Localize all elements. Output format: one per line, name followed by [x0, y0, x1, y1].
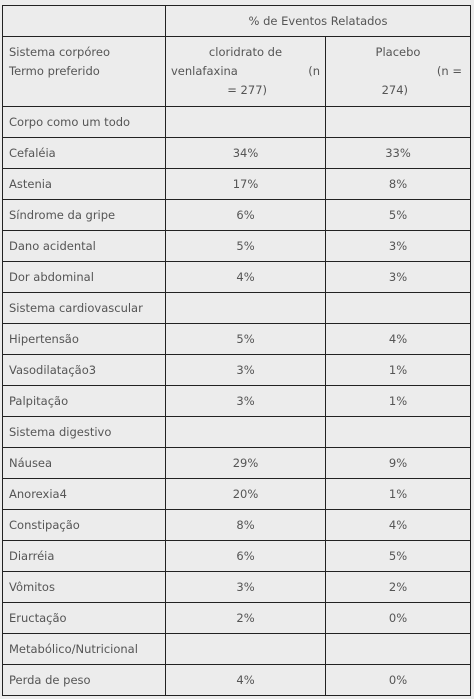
- adverse-events-table: % de Eventos Relatados Sistema corpóreo …: [2, 5, 471, 696]
- placebo-value: 0%: [325, 664, 471, 696]
- venlafaxine-header-line1: cloridrato de: [208, 45, 283, 59]
- row-label: Cefaléia: [2, 137, 166, 169]
- table-row: Dor abdominal 4% 3%: [2, 261, 471, 293]
- table-row: Vasodilatação3 3% 1%: [2, 354, 471, 386]
- header-row-columns: Sistema corpóreo Termo preferido cloridr…: [2, 36, 471, 107]
- row-label: Corpo como um todo: [2, 106, 166, 138]
- venlafaxine-header-line3: = 277): [227, 83, 267, 97]
- body-system-header-line1: Sistema corpóreo: [9, 45, 110, 59]
- placebo-value: [325, 292, 471, 324]
- venlafaxine-value: 6%: [165, 199, 326, 231]
- placebo-value: 4%: [325, 509, 471, 541]
- placebo-value: 3%: [325, 230, 471, 262]
- venlafaxine-value: 4%: [165, 261, 326, 293]
- placebo-value: [325, 633, 471, 665]
- venlafaxine-value: 8%: [165, 509, 326, 541]
- venlafaxine-value: 5%: [165, 230, 326, 262]
- row-label: Metabólico/Nutricional: [2, 633, 166, 665]
- placebo-value: [325, 416, 471, 448]
- placebo-value: 1%: [325, 354, 471, 386]
- table-row: Sistema cardiovascular: [2, 292, 471, 324]
- row-label: Palpitação: [2, 385, 166, 417]
- venlafaxine-value: 2%: [165, 602, 326, 634]
- row-label: Sistema digestivo: [2, 416, 166, 448]
- venlafaxine-value: 4%: [165, 664, 326, 696]
- venlafaxine-value: [165, 633, 326, 665]
- venlafaxine-value: 3%: [165, 571, 326, 603]
- row-label: Síndrome da gripe: [2, 199, 166, 231]
- venlafaxine-value: 17%: [165, 168, 326, 200]
- placebo-value: 5%: [325, 199, 471, 231]
- placebo-value: 0%: [325, 602, 471, 634]
- placebo-value: 8%: [325, 168, 471, 200]
- table-row: Diarréia 6% 5%: [2, 540, 471, 572]
- row-label: Dano acidental: [2, 230, 166, 262]
- table-row: Palpitação 3% 1%: [2, 385, 471, 417]
- table-row: Dano acidental 5% 3%: [2, 230, 471, 262]
- venlafaxine-value: 5%: [165, 323, 326, 355]
- venlafaxine-value: 29%: [165, 447, 326, 479]
- placebo-value: 1%: [325, 478, 471, 510]
- body-system-header: Sistema corpóreo Termo preferido: [2, 36, 166, 107]
- table-row: Cefaléia 34% 33%: [2, 137, 471, 169]
- venlafaxine-value: [165, 416, 326, 448]
- venlafaxine-value: 3%: [165, 385, 326, 417]
- body-system-header-line2: Termo preferido: [9, 64, 100, 78]
- table-row: Metabólico/Nutricional: [2, 633, 471, 665]
- placebo-value: 9%: [325, 447, 471, 479]
- row-label: Vômitos: [2, 571, 166, 603]
- venlafaxine-value: [165, 106, 326, 138]
- row-label: Náusea: [2, 447, 166, 479]
- placebo-header: Placebo (n = 274): [325, 36, 471, 107]
- placebo-value: 4%: [325, 323, 471, 355]
- row-label: Diarréia: [2, 540, 166, 572]
- row-label: Constipação: [2, 509, 166, 541]
- row-label: Sistema cardiovascular: [2, 292, 166, 324]
- table-row: Astenia 17% 8%: [2, 168, 471, 200]
- placebo-value: 5%: [325, 540, 471, 572]
- venlafaxine-header: cloridrato de venlafaxina (n = 277): [165, 36, 326, 107]
- placebo-header-n: (n =: [436, 64, 462, 78]
- placebo-header-line3: 274): [381, 83, 408, 97]
- row-label: Anorexia4: [2, 478, 166, 510]
- row-label: Dor abdominal: [2, 261, 166, 293]
- table-row: Vômitos 3% 2%: [2, 571, 471, 603]
- table-row: Anorexia4 20% 1%: [2, 478, 471, 510]
- placebo-value: 33%: [325, 137, 471, 169]
- events-group-header: % de Eventos Relatados: [165, 5, 471, 37]
- header-empty-cell: [2, 5, 166, 37]
- table-row: Sistema digestivo: [2, 416, 471, 448]
- venlafaxine-value: 3%: [165, 354, 326, 386]
- placebo-header-line1: Placebo: [375, 45, 421, 59]
- placebo-value: 1%: [325, 385, 471, 417]
- placebo-value: 3%: [325, 261, 471, 293]
- venlafaxine-value: [165, 292, 326, 324]
- row-label: Hipertensão: [2, 323, 166, 355]
- placebo-value: 2%: [325, 571, 471, 603]
- placebo-value: [325, 106, 471, 138]
- venlafaxine-value: 34%: [165, 137, 326, 169]
- table-row: Corpo como um todo: [2, 106, 471, 138]
- venlafaxine-value: 20%: [165, 478, 326, 510]
- row-label: Vasodilatação3: [2, 354, 166, 386]
- row-label: Perda de peso: [2, 664, 166, 696]
- table-row: Eructação 2% 0%: [2, 602, 471, 634]
- header-row-group: % de Eventos Relatados: [2, 5, 471, 37]
- row-label: Eructação: [2, 602, 166, 634]
- row-label: Astenia: [2, 168, 166, 200]
- table-row: Hipertensão 5% 4%: [2, 323, 471, 355]
- venlafaxine-value: 6%: [165, 540, 326, 572]
- venlafaxine-header-line2: venlafaxina: [171, 64, 238, 78]
- venlafaxine-header-n: (n: [308, 64, 320, 78]
- table-row: Perda de peso 4% 0%: [2, 664, 471, 696]
- table-row: Náusea 29% 9%: [2, 447, 471, 479]
- table-row: Constipação 8% 4%: [2, 509, 471, 541]
- table-row: Síndrome da gripe 6% 5%: [2, 199, 471, 231]
